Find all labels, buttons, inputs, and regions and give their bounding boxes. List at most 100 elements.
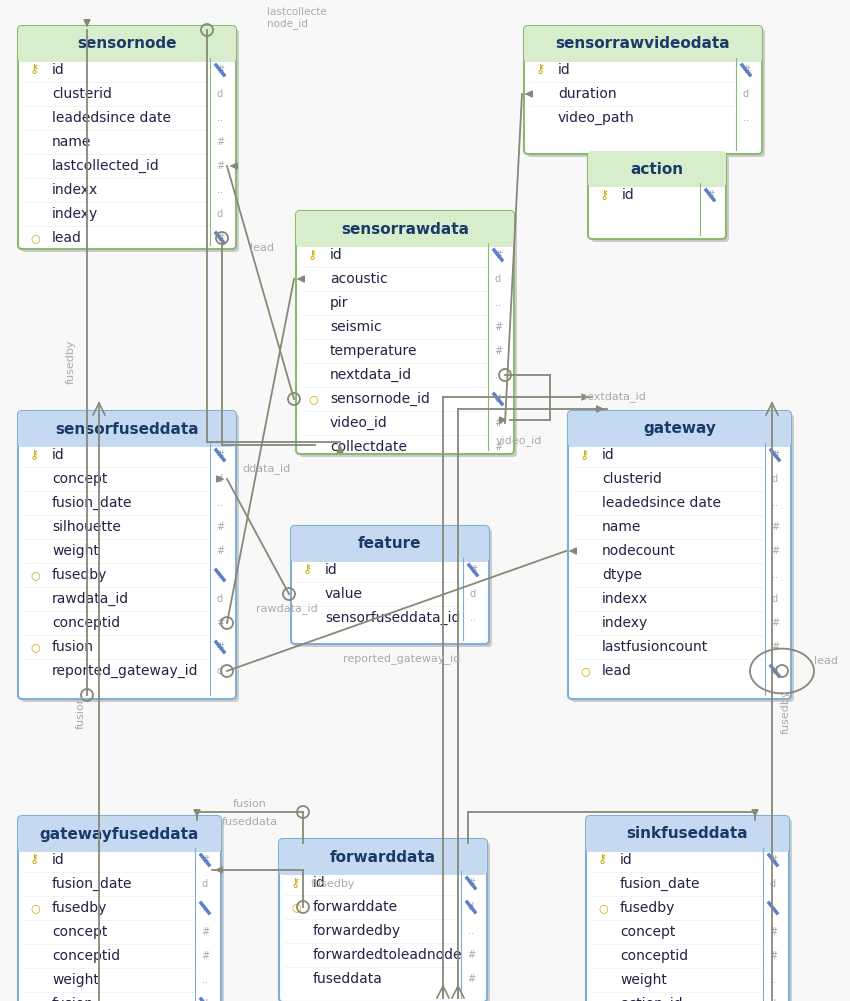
FancyBboxPatch shape <box>21 414 239 702</box>
Text: ..: .. <box>217 498 223 508</box>
Text: lead: lead <box>602 664 632 678</box>
Text: lead: lead <box>250 243 274 253</box>
Text: ..: .. <box>770 975 776 985</box>
FancyBboxPatch shape <box>299 214 517 457</box>
Text: #: # <box>216 137 224 147</box>
FancyBboxPatch shape <box>279 839 487 1001</box>
Text: lastfusioncount: lastfusioncount <box>602 640 708 654</box>
Text: reported_gateway_id: reported_gateway_id <box>52 664 199 678</box>
Text: ..: .. <box>468 926 474 936</box>
FancyBboxPatch shape <box>296 211 514 247</box>
Text: fusedby: fusedby <box>781 690 791 735</box>
Text: #: # <box>494 418 502 428</box>
Text: d: d <box>202 999 208 1001</box>
FancyBboxPatch shape <box>588 151 726 239</box>
Text: indexy: indexy <box>52 207 99 221</box>
Text: acoustic: acoustic <box>330 272 388 286</box>
Text: lead: lead <box>52 231 82 245</box>
Text: id: id <box>325 563 337 577</box>
Text: lastcollected_id: lastcollected_id <box>52 159 160 173</box>
Text: #: # <box>771 450 779 460</box>
Text: ..: .. <box>743 113 749 123</box>
Text: fusion: fusion <box>233 799 267 809</box>
Text: #: # <box>769 927 777 937</box>
Text: sensornode_id: sensornode_id <box>330 392 430 406</box>
Text: ⚷: ⚷ <box>30 448 39 461</box>
Text: leadedsince date: leadedsince date <box>602 496 721 510</box>
FancyBboxPatch shape <box>18 816 221 852</box>
Text: pir: pir <box>330 296 348 310</box>
Text: ..: .. <box>217 185 223 195</box>
Text: ⚷: ⚷ <box>303 564 312 577</box>
FancyBboxPatch shape <box>279 839 487 875</box>
Text: ⚷: ⚷ <box>291 877 300 890</box>
FancyBboxPatch shape <box>568 411 791 699</box>
Text: #: # <box>216 642 224 652</box>
FancyBboxPatch shape <box>21 29 239 252</box>
Text: #: # <box>216 618 224 628</box>
Text: temperature: temperature <box>330 344 417 358</box>
Text: leadedsince date: leadedsince date <box>52 111 171 125</box>
FancyBboxPatch shape <box>524 26 762 62</box>
Text: ○: ○ <box>30 999 40 1001</box>
Text: indexy: indexy <box>602 616 649 630</box>
Text: silhouette: silhouette <box>52 520 121 534</box>
Text: concept: concept <box>52 925 107 939</box>
Text: d: d <box>470 589 476 599</box>
Text: ..: .. <box>217 113 223 123</box>
Text: name: name <box>602 520 642 534</box>
Text: d: d <box>772 474 778 484</box>
Text: #: # <box>216 450 224 460</box>
Text: ..: .. <box>470 613 476 623</box>
FancyBboxPatch shape <box>18 26 236 249</box>
Text: d: d <box>468 902 474 912</box>
FancyBboxPatch shape <box>18 411 236 699</box>
Text: weight: weight <box>620 973 667 987</box>
Text: sensornode: sensornode <box>77 36 177 51</box>
Text: #: # <box>769 855 777 865</box>
Text: fusedby: fusedby <box>52 901 107 915</box>
Text: fusion: fusion <box>52 997 94 1001</box>
Text: conceptid: conceptid <box>52 949 120 963</box>
Text: #: # <box>216 522 224 532</box>
Text: #: # <box>216 546 224 556</box>
Text: clusterid: clusterid <box>602 472 662 486</box>
Text: fusion_date: fusion_date <box>52 495 133 511</box>
Text: feature: feature <box>358 537 422 552</box>
FancyBboxPatch shape <box>586 816 789 852</box>
Text: ○: ○ <box>30 642 40 652</box>
Text: video_id: video_id <box>330 416 388 430</box>
Text: forwarddate: forwarddate <box>313 900 398 914</box>
Text: forwardedby: forwardedby <box>313 924 401 938</box>
Text: fusion_date: fusion_date <box>620 877 700 891</box>
Text: #: # <box>771 642 779 652</box>
Text: d: d <box>495 274 501 284</box>
Text: lead: lead <box>814 656 838 666</box>
Text: ⚷: ⚷ <box>598 854 607 867</box>
Text: ⚷: ⚷ <box>30 854 39 867</box>
Text: #: # <box>467 950 475 960</box>
FancyBboxPatch shape <box>18 411 236 447</box>
Text: action: action <box>631 161 683 176</box>
Text: ..: .. <box>770 903 776 913</box>
Text: #: # <box>201 855 209 865</box>
Text: ○: ○ <box>308 394 318 404</box>
Text: sensorrawdata: sensorrawdata <box>341 221 469 236</box>
Text: d: d <box>772 666 778 676</box>
Text: d: d <box>495 394 501 404</box>
Text: d: d <box>770 879 776 889</box>
Text: #: # <box>771 546 779 556</box>
Text: forwardedtoleadnode: forwardedtoleadnode <box>313 948 462 962</box>
Text: fusedby: fusedby <box>311 879 355 889</box>
FancyBboxPatch shape <box>291 526 489 644</box>
Text: sensorrawvideodata: sensorrawvideodata <box>556 36 730 51</box>
Text: fuseddata: fuseddata <box>313 972 382 986</box>
Text: id: id <box>52 448 65 462</box>
Text: id: id <box>622 188 635 202</box>
Text: fusion: fusion <box>76 695 86 729</box>
Text: #: # <box>216 233 224 243</box>
Text: #: # <box>771 618 779 628</box>
Text: ○: ○ <box>580 666 590 676</box>
Text: ..: .. <box>217 570 223 580</box>
Text: sensorfuseddata_id: sensorfuseddata_id <box>325 611 461 625</box>
